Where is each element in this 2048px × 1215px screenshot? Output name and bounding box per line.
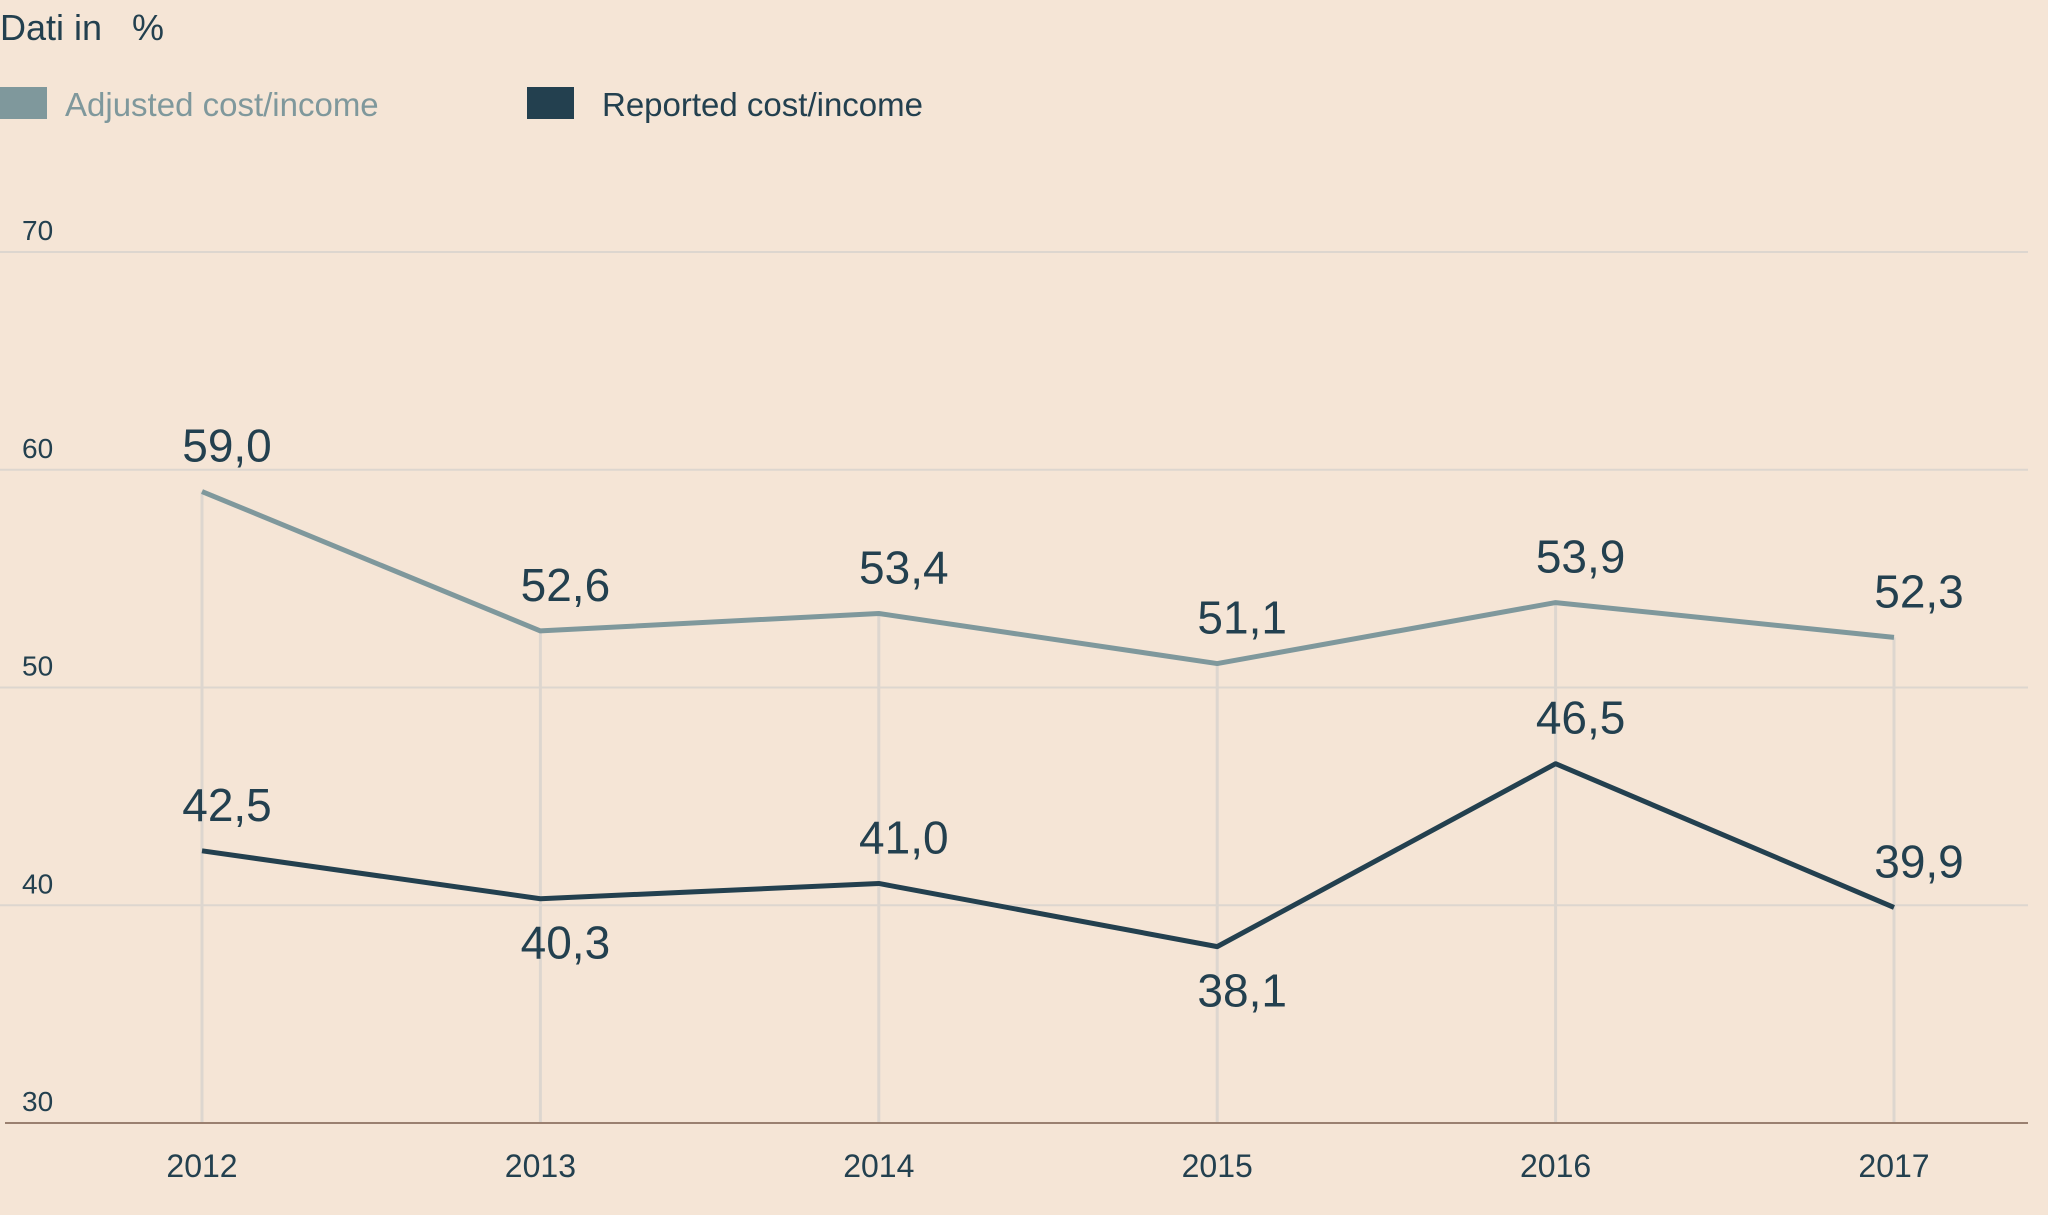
y-tick-label: 60	[22, 433, 53, 464]
data-label: 53,4	[859, 541, 949, 593]
data-label: 39,9	[1874, 835, 1964, 887]
legend: Adjusted cost/income Reported cost/incom…	[0, 86, 923, 123]
data-label: 52,6	[521, 559, 611, 611]
legend-swatch-reported	[527, 87, 574, 119]
y-tick-label: 50	[22, 651, 53, 682]
x-tick-label: 2012	[166, 1148, 237, 1184]
data-label: 46,5	[1536, 692, 1626, 744]
data-label: 38,1	[1197, 965, 1287, 1017]
data-label: 59,0	[182, 420, 272, 472]
x-tick-label: 2014	[843, 1148, 914, 1184]
y-tick-label: 40	[22, 868, 53, 899]
x-tick-label: 2017	[1858, 1148, 1929, 1184]
legend-label-adjusted: Adjusted cost/income	[65, 86, 379, 123]
series-line-adjusted	[201, 489, 1895, 667]
data-label: 41,0	[859, 811, 949, 863]
y-tick-label: 70	[22, 215, 53, 246]
x-tick-label: 2016	[1520, 1148, 1591, 1184]
y-tick-label: 30	[22, 1086, 53, 1117]
data-label: 40,3	[521, 917, 611, 969]
chart-title: Dati in %	[0, 7, 164, 48]
legend-label-reported: Reported cost/income	[602, 86, 923, 123]
x-tick-label: 2013	[505, 1148, 576, 1184]
data-label: 52,3	[1874, 565, 1964, 617]
data-label: 51,1	[1197, 592, 1287, 644]
data-label: 42,5	[182, 779, 272, 831]
series-line-reported	[201, 761, 1895, 950]
x-tick-label: 2015	[1182, 1148, 1253, 1184]
legend-swatch-adjusted	[0, 87, 47, 119]
data-label: 53,9	[1536, 531, 1626, 583]
